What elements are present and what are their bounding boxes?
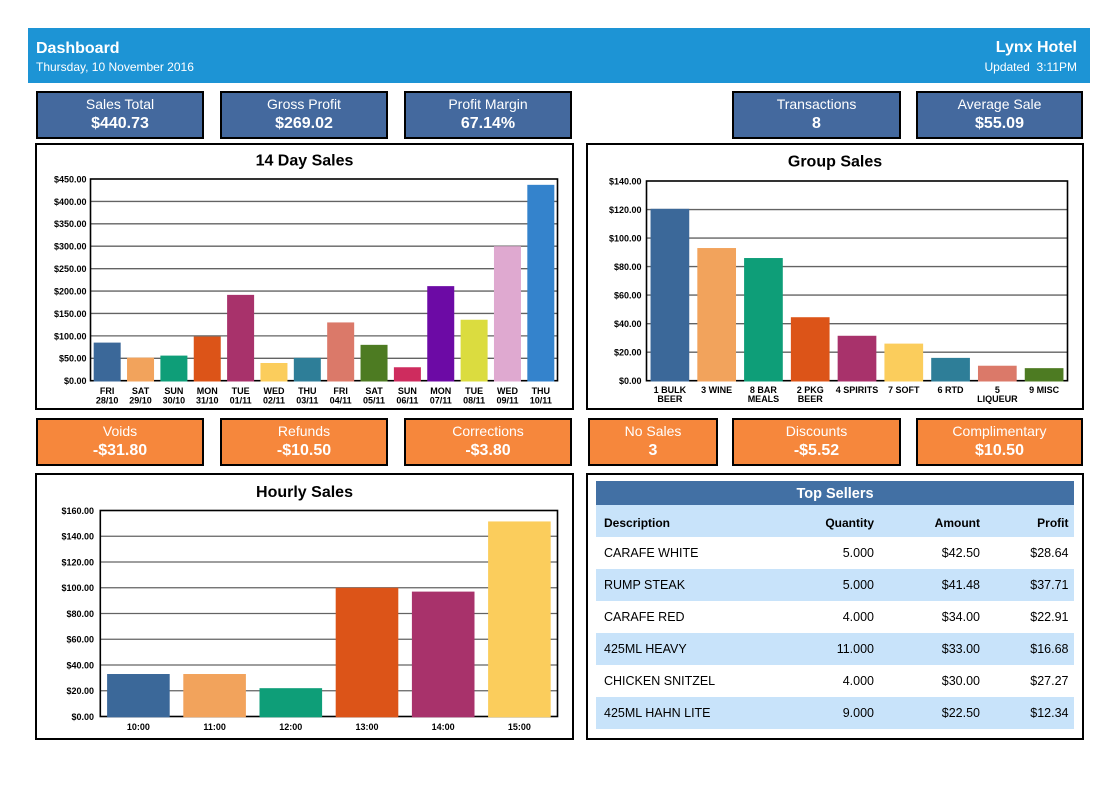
svg-text:WED: WED <box>497 386 518 396</box>
svg-text:$50.00: $50.00 <box>59 354 87 364</box>
svg-text:WED: WED <box>263 386 284 396</box>
svg-text:13:00: 13:00 <box>355 722 378 732</box>
svg-text:$80.00: $80.00 <box>66 609 94 619</box>
svg-text:BEER: BEER <box>798 394 824 404</box>
svg-text:$200.00: $200.00 <box>54 286 87 296</box>
svg-text:$80.00: $80.00 <box>614 262 642 272</box>
svg-text:$250.00: $250.00 <box>54 264 87 274</box>
svg-text:09/11: 09/11 <box>496 396 518 406</box>
svg-text:8 BAR: 8 BAR <box>750 385 778 395</box>
svg-text:SAT: SAT <box>132 386 150 396</box>
svg-text:$0.00: $0.00 <box>71 712 94 722</box>
svg-text:06/11: 06/11 <box>396 396 418 406</box>
svg-text:5: 5 <box>995 385 1000 395</box>
svg-text:BEER: BEER <box>657 394 683 404</box>
svg-text:3 WINE: 3 WINE <box>701 385 732 395</box>
svg-text:$100.00: $100.00 <box>54 331 87 341</box>
svg-text:Group Sales: Group Sales <box>788 154 882 171</box>
svg-text:$300.00: $300.00 <box>54 242 87 252</box>
svg-text:TUE: TUE <box>465 386 483 396</box>
svg-text:LIQUEUR: LIQUEUR <box>977 394 1018 404</box>
svg-text:2 PKG: 2 PKG <box>797 385 824 395</box>
svg-text:02/11: 02/11 <box>263 396 285 406</box>
svg-text:30/10: 30/10 <box>163 396 186 406</box>
svg-text:1 BULK: 1 BULK <box>654 385 687 395</box>
svg-text:$0.00: $0.00 <box>64 376 87 386</box>
svg-text:14:00: 14:00 <box>432 722 455 732</box>
svg-text:SUN: SUN <box>398 386 417 396</box>
svg-text:05/11: 05/11 <box>363 396 385 406</box>
svg-text:31/10: 31/10 <box>196 396 219 406</box>
svg-text:$20.00: $20.00 <box>66 686 94 696</box>
svg-text:08/11: 08/11 <box>463 396 485 406</box>
svg-text:MEALS: MEALS <box>748 394 780 404</box>
svg-text:6 RTD: 6 RTD <box>938 385 965 395</box>
svg-text:TUE: TUE <box>232 386 250 396</box>
svg-text:$60.00: $60.00 <box>66 635 94 645</box>
svg-text:10/11: 10/11 <box>530 396 552 406</box>
svg-text:$60.00: $60.00 <box>614 291 642 301</box>
svg-text:29/10: 29/10 <box>129 396 152 406</box>
svg-text:03/11: 03/11 <box>296 396 318 406</box>
svg-text:$40.00: $40.00 <box>614 319 642 329</box>
svg-text:SUN: SUN <box>164 386 183 396</box>
svg-text:$20.00: $20.00 <box>614 348 642 358</box>
svg-text:$40.00: $40.00 <box>66 660 94 670</box>
svg-text:12:00: 12:00 <box>279 722 302 732</box>
svg-text:FRI: FRI <box>100 386 115 396</box>
svg-text:$150.00: $150.00 <box>54 309 87 319</box>
svg-text:15:00: 15:00 <box>508 722 531 732</box>
svg-text:$120.00: $120.00 <box>61 557 94 567</box>
svg-text:14 Day Sales: 14 Day Sales <box>256 153 354 170</box>
svg-text:$100.00: $100.00 <box>609 233 642 243</box>
svg-text:$140.00: $140.00 <box>609 176 642 186</box>
svg-text:$0.00: $0.00 <box>619 376 642 386</box>
svg-text:$100.00: $100.00 <box>61 583 94 593</box>
svg-text:THU: THU <box>532 386 551 396</box>
svg-text:SAT: SAT <box>365 386 383 396</box>
svg-text:01/11: 01/11 <box>230 396 252 406</box>
svg-text:9 MISC: 9 MISC <box>1029 385 1060 395</box>
svg-text:07/11: 07/11 <box>430 396 452 406</box>
svg-text:$350.00: $350.00 <box>54 219 87 229</box>
svg-text:4 SPIRITS: 4 SPIRITS <box>836 385 879 395</box>
svg-text:7 SOFT: 7 SOFT <box>888 385 920 395</box>
svg-text:MON: MON <box>197 386 218 396</box>
svg-text:THU: THU <box>298 386 317 396</box>
svg-text:10:00: 10:00 <box>127 722 150 732</box>
svg-text:04/11: 04/11 <box>330 396 352 406</box>
svg-text:$140.00: $140.00 <box>61 532 94 542</box>
svg-text:$400.00: $400.00 <box>54 197 87 207</box>
svg-text:11:00: 11:00 <box>203 722 226 732</box>
svg-text:28/10: 28/10 <box>96 396 119 406</box>
svg-text:Hourly Sales: Hourly Sales <box>256 484 353 501</box>
svg-text:$450.00: $450.00 <box>54 174 87 184</box>
svg-text:$160.00: $160.00 <box>61 506 94 516</box>
svg-text:$120.00: $120.00 <box>609 205 642 215</box>
svg-text:FRI: FRI <box>333 386 348 396</box>
svg-text:MON: MON <box>430 386 451 396</box>
